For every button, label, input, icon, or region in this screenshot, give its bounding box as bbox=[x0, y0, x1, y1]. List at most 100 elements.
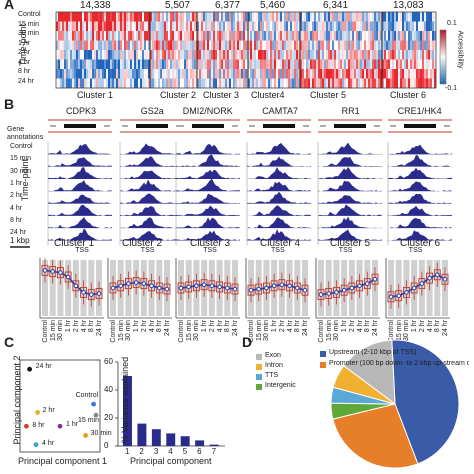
heatmap-cell bbox=[247, 50, 250, 60]
heatmap-cell bbox=[98, 59, 101, 70]
heatmap-cell bbox=[290, 78, 293, 89]
heatmap-cell bbox=[227, 50, 230, 60]
profile-mean-point bbox=[110, 285, 116, 291]
heatmap-cell bbox=[378, 59, 381, 70]
heatmap-cell bbox=[354, 21, 357, 32]
heatmap-cell bbox=[276, 40, 279, 51]
profile-range bbox=[278, 260, 285, 316]
profile-mean-point bbox=[264, 285, 269, 291]
heatmap-cell bbox=[388, 78, 391, 89]
heatmap-cell bbox=[406, 59, 409, 70]
heatmap-cell bbox=[174, 12, 177, 22]
heatmap-cell bbox=[247, 12, 250, 22]
heatmap-cell bbox=[120, 21, 123, 32]
heatmap-cell bbox=[156, 31, 159, 41]
profile-range bbox=[117, 260, 124, 316]
heatmap-cell bbox=[430, 50, 433, 60]
heatmap-cell bbox=[72, 21, 75, 32]
heatmap-cell bbox=[108, 21, 111, 32]
heatmap-cell bbox=[292, 12, 295, 22]
heatmap-cell bbox=[434, 78, 437, 89]
heatmap-cell bbox=[430, 78, 433, 89]
heatmap-cell bbox=[219, 31, 222, 41]
pie-legend-label: TTS bbox=[265, 372, 279, 379]
heatmap-cell bbox=[203, 31, 206, 41]
heatmap-cell bbox=[292, 69, 295, 79]
heatmap-cell bbox=[76, 50, 79, 60]
heatmap-cell bbox=[288, 59, 291, 70]
heatmap-cell bbox=[92, 31, 95, 41]
heatmap-cell bbox=[282, 40, 285, 51]
heatmap-cell bbox=[406, 12, 409, 22]
heatmap-cell bbox=[248, 78, 251, 89]
heatmap-cell bbox=[134, 59, 137, 70]
heatmap-cell bbox=[66, 59, 69, 70]
heatmap-cell bbox=[142, 31, 145, 41]
heatmap-cell bbox=[116, 59, 119, 70]
heatmap-cell bbox=[362, 12, 365, 22]
heatmap-cell bbox=[368, 78, 371, 89]
heatmap-cell bbox=[205, 12, 208, 22]
heatmap-cell bbox=[378, 31, 381, 41]
heatmap-cell bbox=[316, 78, 319, 89]
heatmap-cell bbox=[318, 69, 321, 79]
profile-box bbox=[301, 284, 309, 296]
heatmap-cell bbox=[290, 59, 293, 70]
heatmap-cell bbox=[388, 50, 391, 60]
heatmap-cell bbox=[280, 59, 283, 70]
accessibility-track bbox=[388, 154, 452, 167]
heatmap-cell bbox=[231, 50, 234, 60]
heatmap-cell bbox=[96, 21, 99, 32]
heatmap-cell bbox=[82, 21, 85, 32]
heatmap-cell bbox=[356, 21, 359, 32]
heatmap-cell bbox=[237, 69, 240, 79]
gene-model-neighbor bbox=[178, 125, 184, 127]
gene-model-neighbor bbox=[249, 125, 255, 127]
heatmap-cell bbox=[372, 12, 375, 22]
heatmap-cell bbox=[266, 40, 269, 51]
heatmap-cell bbox=[346, 78, 349, 89]
heatmap-cell bbox=[70, 12, 73, 22]
heatmap-cell bbox=[142, 12, 145, 22]
gene-annotations-label: Gene annotations bbox=[7, 126, 44, 141]
heatmap-cell bbox=[126, 69, 129, 79]
accessibility-track bbox=[318, 156, 382, 167]
heatmap-cell bbox=[294, 21, 297, 32]
heatmap-cell bbox=[362, 40, 365, 51]
heatmap-cell bbox=[62, 59, 65, 70]
heatmap-cell bbox=[110, 12, 113, 22]
heatmap-cell bbox=[178, 21, 181, 32]
heatmap-cell bbox=[203, 59, 206, 70]
heatmap-cell bbox=[88, 40, 91, 51]
heatmap-cell bbox=[290, 12, 293, 22]
heatmap-cell bbox=[320, 12, 323, 22]
heatmap-cell bbox=[160, 50, 163, 60]
heatmap-cell bbox=[209, 59, 212, 70]
heatmap-cell bbox=[264, 59, 267, 70]
heatmap-cell bbox=[136, 40, 139, 51]
heatmap-cluster-count: 5,460 bbox=[260, 0, 286, 11]
heatmap-cell bbox=[150, 78, 153, 89]
heatmap-cell bbox=[356, 31, 359, 41]
heatmap-cell bbox=[158, 78, 161, 89]
heatmap-cell bbox=[98, 12, 101, 22]
heatmap-cell bbox=[344, 12, 347, 22]
heatmap-cell bbox=[108, 31, 111, 41]
tss-label: TSS bbox=[140, 247, 155, 254]
heatmap-cell bbox=[310, 69, 313, 79]
heatmap-cell bbox=[205, 69, 208, 79]
heatmap-cell bbox=[209, 12, 212, 22]
heatmap-cell bbox=[68, 31, 71, 41]
heatmap-cell bbox=[154, 50, 157, 60]
heatmap-cell bbox=[332, 50, 335, 60]
heatmap-cell bbox=[376, 21, 379, 32]
heatmap-cell bbox=[130, 40, 133, 51]
heatmap-cell bbox=[203, 78, 206, 89]
accessibility-track bbox=[247, 167, 311, 179]
profile-mean-point bbox=[364, 281, 370, 286]
heatmap-cell bbox=[356, 40, 359, 51]
track-timepoint-label: Control bbox=[10, 143, 33, 150]
heatmap-cell bbox=[178, 50, 181, 60]
heatmap-cell bbox=[282, 78, 285, 89]
heatmap-cell bbox=[424, 59, 427, 70]
